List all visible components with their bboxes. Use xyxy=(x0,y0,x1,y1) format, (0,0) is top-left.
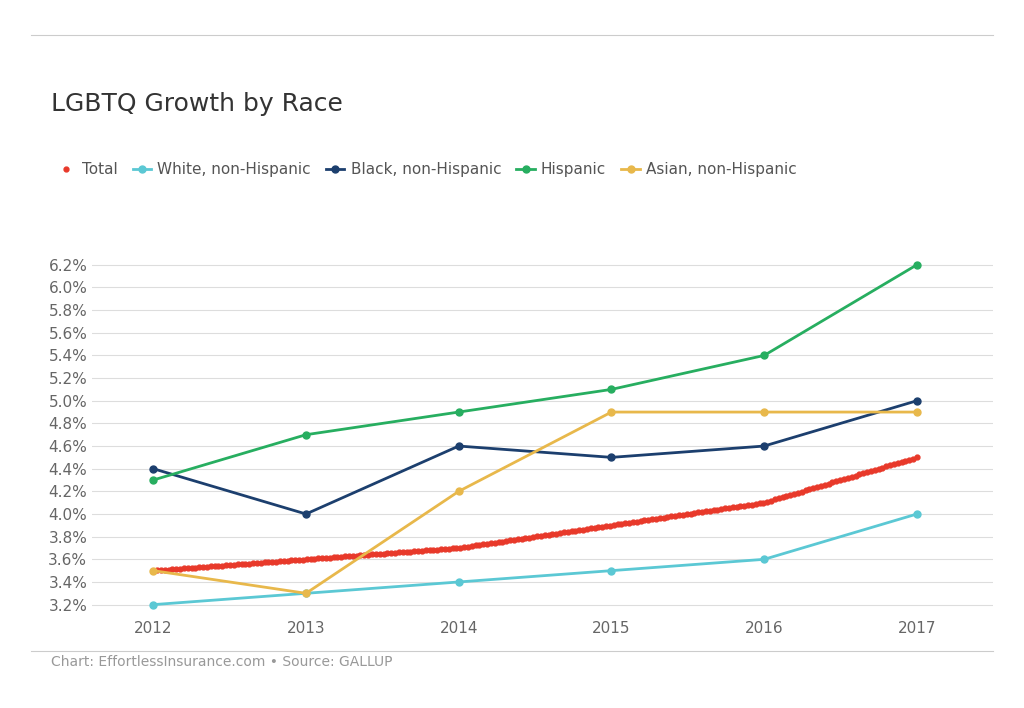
Line: Asian, non-Hispanic: Asian, non-Hispanic xyxy=(150,409,921,597)
White, non-Hispanic xyxy=(605,566,617,575)
White, non-Hispanic xyxy=(758,555,770,564)
Black, non-Hispanic xyxy=(453,442,465,450)
Line: White, non-Hispanic: White, non-Hispanic xyxy=(150,510,921,608)
White, non-Hispanic xyxy=(147,600,160,609)
Asian, non-Hispanic xyxy=(453,487,465,496)
Black, non-Hispanic xyxy=(605,453,617,462)
Total xyxy=(147,566,160,575)
Hispanic xyxy=(605,385,617,394)
Total xyxy=(910,453,923,462)
Asian, non-Hispanic xyxy=(605,408,617,416)
Asian, non-Hispanic xyxy=(758,408,770,416)
White, non-Hispanic xyxy=(910,510,923,518)
Asian, non-Hispanic xyxy=(300,589,312,598)
Hispanic xyxy=(147,476,160,484)
Legend: Total, White, non-Hispanic, Black, non-Hispanic, Hispanic, Asian, non-Hispanic: Total, White, non-Hispanic, Black, non-H… xyxy=(51,156,803,183)
Asian, non-Hispanic xyxy=(910,408,923,416)
Hispanic xyxy=(758,351,770,360)
Asian, non-Hispanic xyxy=(147,566,160,575)
Black, non-Hispanic xyxy=(758,442,770,450)
Line: Total: Total xyxy=(151,455,920,573)
Total xyxy=(872,464,885,473)
White, non-Hispanic xyxy=(453,578,465,586)
Text: LGBTQ Growth by Race: LGBTQ Growth by Race xyxy=(51,92,343,116)
Hispanic xyxy=(910,261,923,269)
Hispanic xyxy=(300,430,312,439)
White, non-Hispanic xyxy=(300,589,312,598)
Black, non-Hispanic xyxy=(147,464,160,473)
Text: Chart: EffortlessInsurance.com • Source: GALLUP: Chart: EffortlessInsurance.com • Source:… xyxy=(51,655,392,669)
Total xyxy=(194,563,206,571)
Total xyxy=(178,564,190,573)
Hispanic xyxy=(453,408,465,416)
Total xyxy=(289,556,301,564)
Line: Hispanic: Hispanic xyxy=(150,261,921,484)
Line: Black, non-Hispanic: Black, non-Hispanic xyxy=(150,397,921,518)
Total xyxy=(350,552,362,560)
Black, non-Hispanic xyxy=(910,396,923,405)
Total xyxy=(846,472,858,481)
Black, non-Hispanic xyxy=(300,510,312,518)
